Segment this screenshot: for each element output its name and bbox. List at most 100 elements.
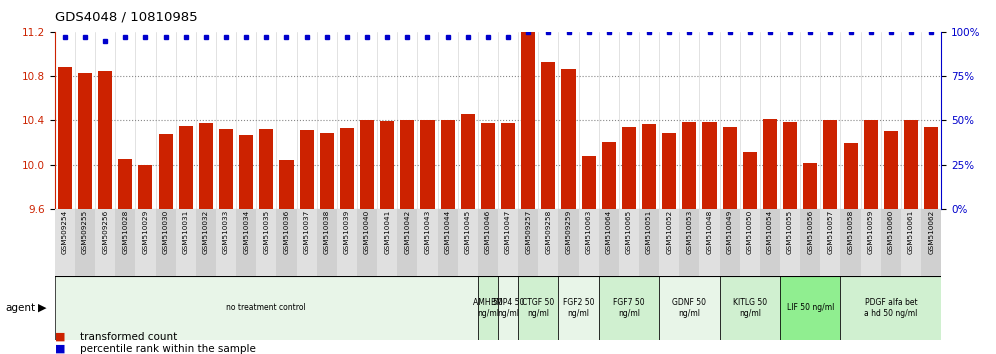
Bar xyxy=(400,120,414,209)
Text: GSM509255: GSM509255 xyxy=(82,210,88,255)
Bar xyxy=(138,165,152,209)
Text: GSM510039: GSM510039 xyxy=(344,210,350,255)
Bar xyxy=(659,276,719,340)
Text: LIF 50 ng/ml: LIF 50 ng/ml xyxy=(787,303,834,313)
Bar xyxy=(481,122,495,209)
Bar xyxy=(719,209,740,276)
Text: GSM510048: GSM510048 xyxy=(706,210,712,255)
Bar xyxy=(337,209,357,276)
Text: GSM510038: GSM510038 xyxy=(324,210,330,255)
Text: GSM510041: GSM510041 xyxy=(384,210,390,255)
Bar xyxy=(880,209,901,276)
Bar xyxy=(921,209,941,276)
Bar xyxy=(380,121,394,209)
Text: GSM510033: GSM510033 xyxy=(223,210,229,255)
Bar xyxy=(340,128,354,209)
Text: GSM510029: GSM510029 xyxy=(142,210,148,255)
Bar xyxy=(562,69,576,209)
Bar xyxy=(95,209,116,276)
Text: FGF7 50
ng/ml: FGF7 50 ng/ml xyxy=(614,298,644,318)
Text: GSM509254: GSM509254 xyxy=(62,210,68,255)
Bar xyxy=(599,276,659,340)
Bar xyxy=(659,209,679,276)
Text: GSM510059: GSM510059 xyxy=(868,210,873,255)
Bar xyxy=(178,126,193,209)
Text: GSM510045: GSM510045 xyxy=(465,210,471,255)
Text: AMH 50
ng/ml: AMH 50 ng/ml xyxy=(473,298,503,318)
Text: GSM510056: GSM510056 xyxy=(808,210,814,255)
Bar xyxy=(219,129,233,209)
Bar xyxy=(760,209,780,276)
Bar xyxy=(155,209,175,276)
Bar xyxy=(478,276,498,340)
Bar xyxy=(501,122,515,209)
Bar xyxy=(783,122,797,209)
Text: GSM510055: GSM510055 xyxy=(787,210,793,255)
Bar xyxy=(861,209,880,276)
Text: GSM510047: GSM510047 xyxy=(505,210,511,255)
Bar xyxy=(116,209,135,276)
Bar xyxy=(602,142,616,209)
Text: GSM510054: GSM510054 xyxy=(767,210,773,255)
Bar xyxy=(135,209,155,276)
Bar xyxy=(538,209,559,276)
Text: GDS4048 / 10810985: GDS4048 / 10810985 xyxy=(55,11,197,24)
Bar xyxy=(582,156,596,209)
Bar xyxy=(821,209,841,276)
Text: GSM510036: GSM510036 xyxy=(284,210,290,255)
Bar xyxy=(679,209,699,276)
Bar xyxy=(239,135,253,209)
Bar xyxy=(803,163,818,209)
Text: percentile rank within the sample: percentile rank within the sample xyxy=(80,344,256,354)
Bar xyxy=(498,209,518,276)
Bar xyxy=(78,73,92,209)
Bar xyxy=(280,160,294,209)
Bar xyxy=(478,209,498,276)
Bar xyxy=(841,276,941,340)
Text: GSM510052: GSM510052 xyxy=(666,210,672,255)
Bar xyxy=(277,209,297,276)
Bar xyxy=(518,209,538,276)
Text: GSM510035: GSM510035 xyxy=(263,210,269,255)
Bar xyxy=(317,209,337,276)
Text: PDGF alfa bet
a hd 50 ng/ml: PDGF alfa bet a hd 50 ng/ml xyxy=(865,298,917,318)
Bar xyxy=(723,127,737,209)
Bar xyxy=(743,152,757,209)
Bar xyxy=(357,209,377,276)
Bar xyxy=(904,120,918,209)
Bar xyxy=(458,209,478,276)
Bar xyxy=(740,209,760,276)
Bar xyxy=(521,32,535,209)
Text: FGF2 50
ng/ml: FGF2 50 ng/ml xyxy=(563,298,595,318)
Text: transformed count: transformed count xyxy=(80,332,177,342)
Bar xyxy=(924,127,938,209)
Text: BMP4 50
ng/ml: BMP4 50 ng/ml xyxy=(491,298,525,318)
Bar xyxy=(256,209,276,276)
Text: GSM509259: GSM509259 xyxy=(566,210,572,255)
Text: no treatment control: no treatment control xyxy=(226,303,306,313)
Text: GSM510058: GSM510058 xyxy=(848,210,854,255)
Bar xyxy=(236,209,256,276)
Bar xyxy=(559,209,579,276)
Bar xyxy=(55,276,478,340)
Bar xyxy=(883,131,898,209)
Bar xyxy=(498,276,518,340)
Text: GSM510060: GSM510060 xyxy=(887,210,893,255)
Bar xyxy=(682,122,696,209)
Bar xyxy=(699,209,719,276)
Bar xyxy=(417,209,437,276)
Bar xyxy=(300,130,314,209)
Text: GSM510063: GSM510063 xyxy=(586,210,592,255)
Text: CTGF 50
ng/ml: CTGF 50 ng/ml xyxy=(522,298,555,318)
Bar xyxy=(824,120,838,209)
Bar xyxy=(377,209,397,276)
Text: GSM510064: GSM510064 xyxy=(606,210,612,255)
Text: GDNF 50
ng/ml: GDNF 50 ng/ml xyxy=(672,298,706,318)
Text: GSM510046: GSM510046 xyxy=(485,210,491,255)
Text: GSM510057: GSM510057 xyxy=(828,210,834,255)
Text: GSM510042: GSM510042 xyxy=(404,210,410,255)
Text: GSM510044: GSM510044 xyxy=(444,210,450,255)
Bar xyxy=(75,209,95,276)
Bar xyxy=(175,209,196,276)
Text: ▶: ▶ xyxy=(38,303,47,313)
